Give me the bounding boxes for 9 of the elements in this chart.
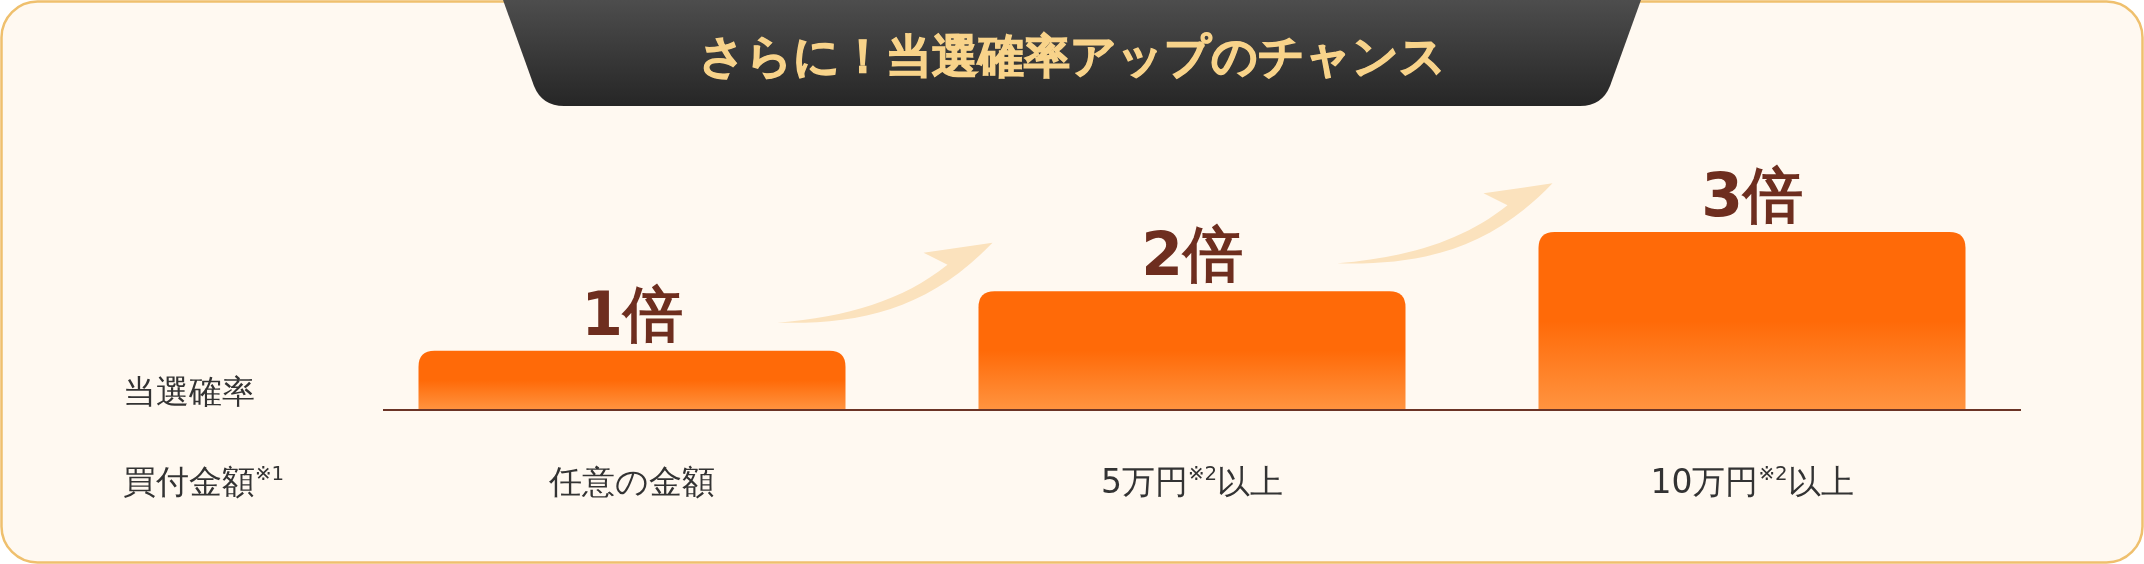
xlabel: 買付金額$^{※1}$ <box>123 462 285 501</box>
value-label: 2倍 <box>1141 219 1243 290</box>
value-label: 3倍 <box>1701 160 1803 230</box>
value-label: 1倍 <box>581 278 683 349</box>
ylabel: 当選確率 <box>123 372 255 411</box>
category-label: 任意の金額 <box>549 462 715 501</box>
category-label: 5万円$^{※2}$以上 <box>1100 462 1284 501</box>
title: さらに！当選確率アップのチャンス <box>698 29 1446 83</box>
category-label: 10万円$^{※2}$以上 <box>1650 462 1854 501</box>
